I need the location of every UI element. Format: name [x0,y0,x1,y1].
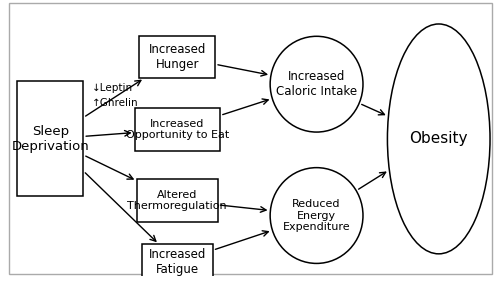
Text: Increased
Hunger: Increased Hunger [149,43,206,71]
FancyBboxPatch shape [142,244,213,280]
Text: Increased
Caloric Intake: Increased Caloric Intake [276,70,357,98]
FancyBboxPatch shape [140,36,215,78]
Text: Sleep
Deprivation: Sleep Deprivation [11,125,89,153]
Text: ↑Ghrelin: ↑Ghrelin [92,98,139,108]
Text: Obesity: Obesity [410,132,468,146]
Ellipse shape [270,36,363,132]
Text: Altered
Thermoregulation: Altered Thermoregulation [128,190,227,211]
Text: Increased
Opportunity to Eat: Increased Opportunity to Eat [126,119,229,140]
Ellipse shape [388,24,490,254]
Text: Increased
Fatigue: Increased Fatigue [149,248,206,276]
FancyBboxPatch shape [135,108,220,151]
Text: ↓Leptin: ↓Leptin [92,83,133,93]
Ellipse shape [270,168,363,263]
FancyBboxPatch shape [17,81,83,196]
Text: Reduced
Energy
Expenditure: Reduced Energy Expenditure [283,199,350,232]
FancyBboxPatch shape [137,179,218,222]
